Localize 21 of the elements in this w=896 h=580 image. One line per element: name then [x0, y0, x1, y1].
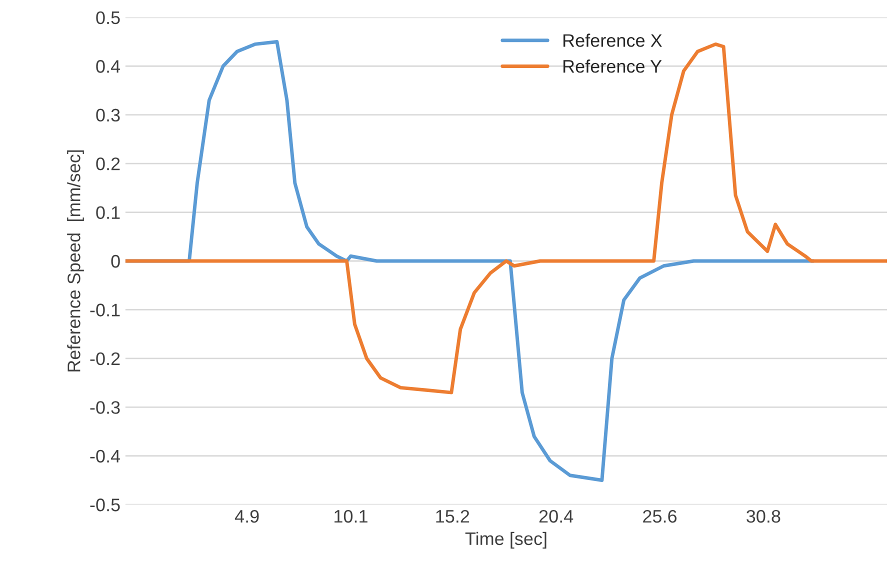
x-tick-label: 10.1 — [334, 510, 368, 523]
y-tick-label: -0.5 — [90, 498, 120, 512]
y-tick-label: -0.2 — [90, 352, 120, 366]
y-tick-label: 0.1 — [96, 206, 120, 219]
y-tick-label: 0.4 — [96, 60, 120, 73]
x-tick-label: 25.6 — [643, 510, 677, 523]
x-tick-label: 15.2 — [436, 510, 470, 523]
y-tick-label: 0.3 — [96, 108, 120, 122]
legend-label: Reference Y — [563, 60, 662, 73]
y-tick-label: 0.2 — [96, 157, 120, 170]
x-tick-label: 4.9 — [234, 510, 259, 523]
y-tick-label: 0 — [111, 254, 120, 268]
y-tick-label: -0.3 — [90, 401, 120, 414]
x-tick-label: 30.8 — [746, 510, 780, 523]
y-axis-title: Reference Speed [mm/sec] — [67, 150, 84, 372]
x-tick-label: 20.4 — [539, 510, 574, 523]
x-axis-title: Time [sec] — [465, 532, 546, 549]
y-tick-label: -0.4 — [90, 450, 120, 463]
legend-label: Reference X — [563, 34, 662, 47]
y-tick-label: 0.5 — [96, 11, 120, 24]
y-tick-label: -0.1 — [90, 304, 120, 316]
